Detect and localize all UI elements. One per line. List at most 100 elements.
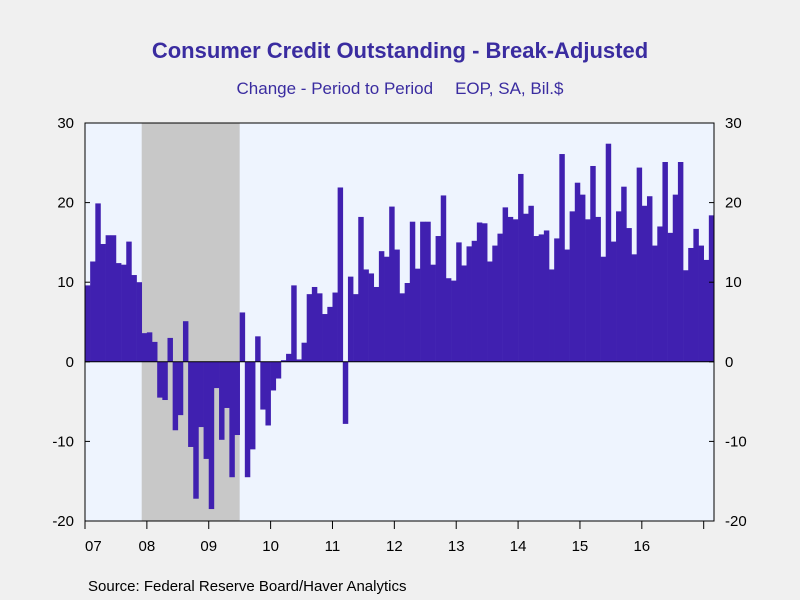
x-tick-label: 11	[325, 538, 341, 555]
bar	[322, 314, 328, 362]
x-tick-label: 07	[85, 538, 102, 555]
bar	[85, 285, 91, 362]
bar	[363, 269, 369, 362]
x-axis: 07 08 09 10 11 12 13 14 15 16	[84, 521, 705, 555]
x-tick-label: 15	[572, 538, 589, 555]
bar	[435, 236, 442, 362]
bar	[327, 306, 333, 362]
bar	[244, 361, 251, 478]
bar	[616, 211, 622, 362]
y-tick-label-left: -20	[52, 513, 74, 530]
bar	[631, 254, 637, 362]
bar	[595, 216, 601, 362]
bar	[476, 222, 483, 362]
bar	[502, 207, 509, 362]
bar	[693, 228, 699, 362]
bar	[703, 259, 710, 362]
y-tick-label-left: 30	[57, 115, 74, 132]
bar	[538, 234, 545, 362]
bar	[193, 361, 199, 499]
bar	[131, 275, 137, 362]
bar	[213, 361, 220, 389]
plot-frame	[84, 122, 715, 522]
bar	[657, 226, 663, 362]
bar	[121, 264, 127, 362]
bar	[564, 249, 570, 362]
bar-series	[85, 143, 715, 510]
y-tick-label-right: -10	[725, 433, 747, 450]
bar	[239, 312, 246, 362]
y-tick-label-right: 30	[725, 115, 742, 132]
bar	[136, 282, 143, 362]
bar	[430, 264, 436, 362]
bar	[265, 361, 271, 426]
bar	[652, 245, 658, 362]
bar	[353, 294, 359, 362]
bar	[590, 165, 596, 362]
bar	[451, 280, 457, 362]
bar	[394, 249, 400, 362]
bar	[203, 361, 210, 459]
x-tick-label: 10	[262, 538, 279, 555]
bar	[280, 360, 287, 362]
bar	[249, 361, 256, 450]
bar	[229, 361, 235, 478]
bar	[688, 247, 694, 362]
bar	[126, 241, 132, 362]
y-tick-label-right: -20	[725, 513, 747, 530]
bar	[409, 221, 416, 362]
bar	[141, 333, 148, 362]
bar	[425, 221, 431, 362]
bar	[208, 361, 215, 510]
bar	[337, 187, 344, 362]
bar	[708, 215, 715, 362]
bar	[512, 219, 519, 362]
bar	[404, 283, 411, 362]
bar	[554, 238, 560, 362]
x-tick-label: 14	[510, 538, 527, 555]
bar	[275, 361, 282, 379]
bar	[146, 332, 153, 362]
bar	[167, 337, 173, 362]
x-tick-label: 13	[448, 538, 465, 555]
bar	[115, 263, 122, 362]
bar	[105, 235, 112, 362]
bar	[373, 286, 380, 362]
chart-title: Consumer Credit Outstanding - Break-Adju…	[151, 38, 649, 63]
bar	[559, 154, 565, 362]
bar	[172, 361, 179, 431]
bar	[368, 273, 375, 362]
bar	[662, 162, 668, 362]
bar	[234, 361, 240, 436]
bar	[667, 232, 674, 362]
x-tick-label: 09	[200, 538, 217, 555]
bar	[389, 206, 395, 362]
y-tick-label-left: -10	[52, 433, 74, 450]
bar	[492, 245, 498, 362]
y-axis-right: -20 -10 0 10 20 30	[709, 115, 747, 530]
x-tick-label: 12	[386, 538, 403, 555]
bar	[414, 268, 421, 362]
bar	[646, 196, 653, 362]
bar	[311, 286, 318, 362]
bar	[260, 361, 266, 410]
bar	[219, 361, 225, 440]
bar	[182, 321, 189, 362]
bar	[569, 211, 576, 362]
bar	[579, 194, 586, 362]
y-tick-label-right: 0	[725, 354, 733, 371]
bar	[698, 245, 704, 362]
bar	[523, 213, 529, 362]
y-tick-label-right: 10	[725, 274, 742, 291]
bar	[466, 246, 472, 362]
bar	[497, 233, 503, 362]
bar	[610, 241, 617, 362]
subtitle-measure: Change - Period to Period	[236, 79, 434, 98]
bar	[342, 361, 349, 424]
bar	[481, 223, 488, 362]
bar	[420, 221, 426, 362]
bar	[332, 292, 338, 362]
bar	[95, 203, 101, 362]
bar	[533, 236, 540, 362]
